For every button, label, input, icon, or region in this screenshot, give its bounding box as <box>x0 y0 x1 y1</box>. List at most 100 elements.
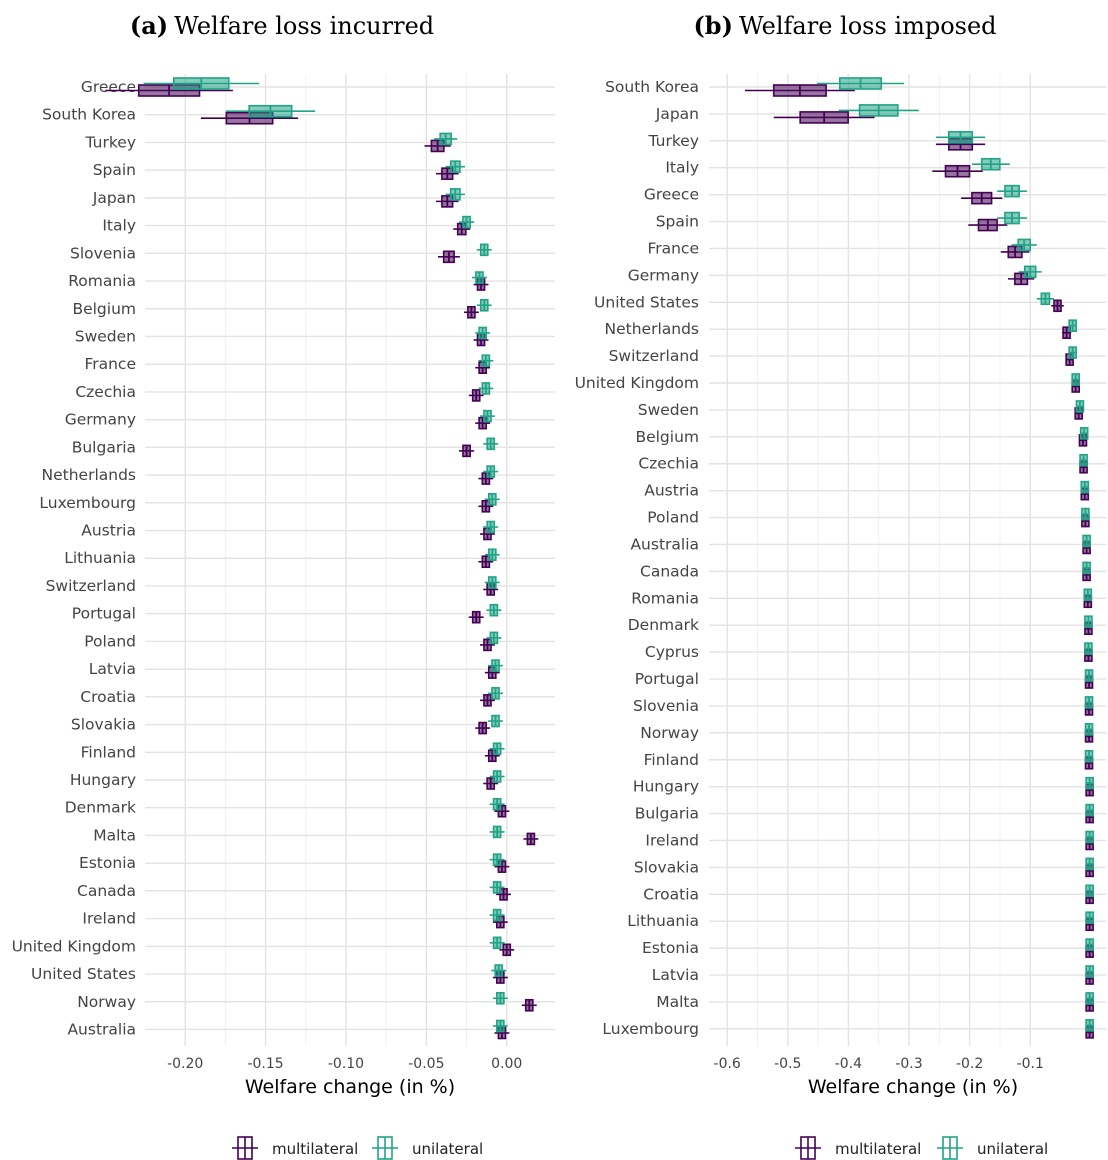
x-tick-label: -0.10 <box>328 1056 364 1072</box>
box-unilateral <box>489 742 505 756</box>
legend-label-unilateral: unilateral <box>977 1140 1048 1158</box>
category-label: United Kingdom <box>12 937 136 955</box>
category-label: Czechia <box>638 455 699 473</box>
category-label: Malta <box>93 826 136 844</box>
category-label: Greece <box>81 78 136 96</box>
box-unilateral <box>488 659 503 672</box>
box-unilateral <box>1080 480 1090 494</box>
legend-key-unilateral <box>372 1136 398 1160</box>
box-unilateral <box>484 576 500 589</box>
legend-key-unilateral <box>937 1136 963 1160</box>
category-label: Austria <box>81 522 136 540</box>
category-label: Italy <box>102 217 136 235</box>
box-multilateral <box>1007 272 1035 286</box>
box-unilateral <box>1075 400 1085 413</box>
x-tick-label: -0.4 <box>835 1056 862 1072</box>
category-label: Spain <box>93 161 136 179</box>
category-label: Denmark <box>65 799 136 817</box>
category-label: Switzerland <box>609 347 699 365</box>
category-label: Estonia <box>642 939 699 957</box>
box-multilateral <box>494 860 510 873</box>
category-label: Portugal <box>72 605 136 623</box>
box-unilateral <box>1068 346 1077 359</box>
category-label: Japan <box>655 105 699 123</box>
box-multilateral <box>468 389 484 402</box>
category-label: Denmark <box>628 616 699 634</box>
box-unilateral <box>1084 669 1094 682</box>
box-unilateral <box>475 326 491 340</box>
category-label: Portugal <box>635 670 699 688</box>
category-label: France <box>84 355 136 373</box>
box-multilateral <box>744 84 855 97</box>
x-tick-label: 0.00 <box>491 1056 522 1072</box>
panel-a-legend: multilateral unilateral <box>232 1136 483 1160</box>
panel-a: -0.20 -0.15 -0.10 -0.05 0.00 Greece South Kore… <box>12 74 555 1072</box>
box-multilateral <box>521 998 537 1012</box>
legend-key-multilateral <box>232 1136 258 1160</box>
box-unilateral <box>483 520 499 534</box>
category-label: Hungary <box>633 778 699 796</box>
panel-b-xlabel: Welfare change (in %) <box>808 1076 1018 1098</box>
box-unilateral <box>492 991 508 1005</box>
box-unilateral <box>1011 238 1037 252</box>
category-label: South Korea <box>605 78 699 96</box>
category-label: Finland <box>81 743 136 761</box>
box-unilateral <box>1082 534 1091 548</box>
box-multilateral <box>475 416 491 430</box>
category-label: Spain <box>656 213 699 231</box>
box-multilateral <box>478 472 494 485</box>
category-label: Latvia <box>652 966 699 984</box>
box-multilateral <box>523 832 539 846</box>
box-unilateral <box>935 131 986 144</box>
category-label: Ireland <box>82 910 136 928</box>
box-multilateral <box>1062 326 1072 339</box>
category-label: Germany <box>628 266 699 284</box>
box-multilateral <box>484 749 500 763</box>
category-label: Ireland <box>645 831 699 849</box>
category-label: Poland <box>84 632 136 650</box>
box-unilateral <box>1082 561 1091 575</box>
panel-b-title-text: Welfare loss imposed <box>739 12 997 40</box>
category-label: Finland <box>644 751 699 769</box>
category-label: Cyprus <box>645 643 699 661</box>
box-unilateral <box>480 409 495 423</box>
box-unilateral <box>488 714 503 728</box>
panel-b-legend: multilateral unilateral <box>795 1136 1048 1160</box>
category-label: Luxembourg <box>39 494 136 512</box>
box-unilateral <box>1071 373 1080 386</box>
category-label: Greece <box>644 186 699 204</box>
legend-key-multilateral <box>795 1136 821 1160</box>
category-label: United Kingdom <box>575 374 699 392</box>
category-label: United States <box>594 293 699 311</box>
box-unilateral <box>143 77 260 90</box>
category-label: Australia <box>67 1020 136 1038</box>
box-unilateral <box>1085 803 1094 817</box>
box-unilateral <box>1085 911 1094 925</box>
box-unilateral <box>1084 642 1093 655</box>
box-unilateral <box>489 908 505 922</box>
box-multilateral <box>773 111 875 124</box>
box-unilateral <box>445 160 466 173</box>
box-unilateral <box>476 298 492 312</box>
category-label: Luxembourg <box>602 1020 699 1038</box>
box-unilateral <box>472 271 487 284</box>
box-multilateral <box>478 499 494 513</box>
box-unilateral <box>1085 884 1094 898</box>
box-multilateral <box>463 305 479 319</box>
box-multilateral <box>105 84 233 97</box>
box-unilateral <box>484 548 500 562</box>
legend-label-multilateral: multilateral <box>835 1140 921 1158</box>
box-multilateral <box>424 139 451 153</box>
category-label: Romania <box>68 272 136 290</box>
box-unilateral <box>458 215 475 229</box>
category-label: Lithuania <box>64 549 136 567</box>
box-multilateral <box>458 444 475 458</box>
category-label: Switzerland <box>46 577 136 595</box>
box-multilateral <box>436 167 459 180</box>
box-unilateral <box>1083 588 1093 602</box>
box-unilateral <box>1084 696 1094 709</box>
box-unilateral <box>492 1019 508 1033</box>
category-label: Austria <box>644 482 699 500</box>
category-label: Canada <box>640 562 699 580</box>
category-label: Slovenia <box>70 244 136 262</box>
